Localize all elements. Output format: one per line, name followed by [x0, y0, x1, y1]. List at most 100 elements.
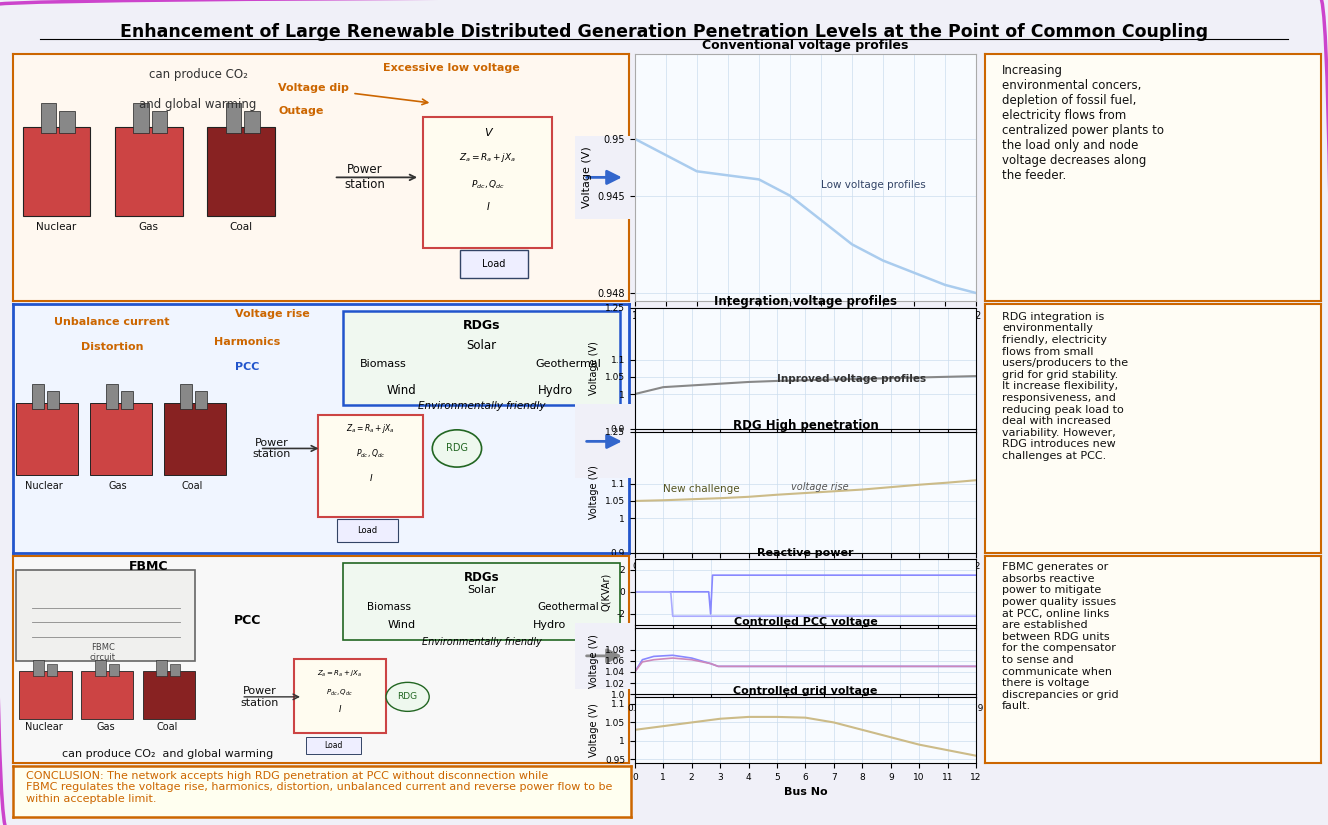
- Text: Coal: Coal: [230, 222, 252, 232]
- Bar: [48, 664, 57, 676]
- Text: Coal: Coal: [157, 722, 178, 732]
- Text: FBMC generates or
absorbs reactive
power to mitigate
power quality issues
at PCC: FBMC generates or absorbs reactive power…: [1003, 563, 1118, 711]
- FancyBboxPatch shape: [16, 569, 195, 661]
- Bar: [41, 103, 56, 133]
- Y-axis label: Voltage (V): Voltage (V): [590, 342, 599, 395]
- FancyBboxPatch shape: [424, 116, 552, 248]
- Text: Wind: Wind: [388, 620, 416, 630]
- Text: Environmentally friendly: Environmentally friendly: [418, 401, 546, 412]
- Title: Controlled grid voltage: Controlled grid voltage: [733, 686, 878, 695]
- FancyBboxPatch shape: [459, 251, 527, 277]
- Text: PCC: PCC: [234, 614, 262, 627]
- Title: Reactive power: Reactive power: [757, 548, 854, 558]
- Bar: [133, 103, 149, 133]
- FancyBboxPatch shape: [207, 127, 275, 215]
- FancyBboxPatch shape: [20, 671, 72, 719]
- Bar: [32, 384, 44, 408]
- Bar: [226, 103, 242, 133]
- Text: Nuclear: Nuclear: [25, 722, 62, 732]
- Bar: [151, 111, 167, 133]
- Text: Enhancement of Large Renewable Distributed Generation Penetration Levels at the : Enhancement of Large Renewable Distribut…: [120, 23, 1208, 41]
- Text: Power
station: Power station: [344, 163, 385, 191]
- Y-axis label: Voltage (V): Voltage (V): [582, 147, 592, 208]
- Bar: [195, 391, 207, 408]
- Bar: [48, 391, 60, 408]
- Title: Controlled PCC voltage: Controlled PCC voltage: [733, 617, 878, 627]
- Text: Unbalance current: Unbalance current: [54, 317, 170, 327]
- Text: can produce CO₂: can produce CO₂: [149, 68, 247, 82]
- Text: voltage rise: voltage rise: [791, 482, 849, 492]
- Text: Solar: Solar: [466, 339, 497, 352]
- X-axis label: Bus no: Bus no: [785, 327, 826, 337]
- Text: Solar: Solar: [467, 585, 495, 595]
- Text: $Z_a = R_a + jX_a$: $Z_a = R_a + jX_a$: [459, 151, 517, 164]
- Text: Nuclear: Nuclear: [25, 481, 62, 491]
- Text: Load: Load: [324, 741, 343, 750]
- Text: Wind: Wind: [386, 384, 417, 397]
- Text: Environmentally friendly: Environmentally friendly: [422, 637, 542, 647]
- Text: Voltage rise: Voltage rise: [235, 309, 309, 319]
- Text: Gas: Gas: [97, 722, 116, 732]
- Y-axis label: Voltage (V): Voltage (V): [590, 465, 599, 519]
- Text: Coal: Coal: [182, 481, 203, 491]
- Text: Power
station: Power station: [240, 686, 279, 708]
- FancyBboxPatch shape: [116, 127, 183, 215]
- FancyBboxPatch shape: [337, 519, 398, 541]
- FancyBboxPatch shape: [305, 738, 361, 754]
- Ellipse shape: [433, 430, 482, 467]
- Text: Gas: Gas: [109, 481, 127, 491]
- Text: Hydro: Hydro: [533, 620, 566, 630]
- Bar: [157, 660, 167, 676]
- Text: Biomass: Biomass: [360, 359, 406, 369]
- Text: Load: Load: [482, 259, 506, 269]
- FancyBboxPatch shape: [343, 563, 620, 640]
- FancyBboxPatch shape: [165, 403, 226, 474]
- Text: FBMC
circuit: FBMC circuit: [89, 643, 116, 662]
- Text: Load: Load: [357, 526, 377, 535]
- Text: Biomass: Biomass: [367, 601, 412, 611]
- Text: Inproved voltage profiles: Inproved voltage profiles: [777, 374, 926, 384]
- Text: $P_{dc}, Q_{dc}$: $P_{dc}, Q_{dc}$: [356, 447, 385, 460]
- Text: PCC: PCC: [235, 361, 259, 371]
- Text: and global warming: and global warming: [139, 98, 256, 111]
- Title: Integration voltage profiles: Integration voltage profiles: [714, 295, 896, 308]
- Text: can produce CO₂  and global warming: can produce CO₂ and global warming: [61, 748, 274, 759]
- Text: Gas: Gas: [139, 222, 159, 232]
- Bar: [244, 111, 260, 133]
- Bar: [121, 391, 133, 408]
- Text: RDGs: RDGs: [463, 571, 499, 583]
- FancyBboxPatch shape: [343, 311, 620, 405]
- X-axis label: Bus No: Bus No: [784, 787, 827, 798]
- Text: I: I: [486, 202, 489, 212]
- Bar: [33, 660, 44, 676]
- Text: CONCLUSION: The network accepts high RDG penetration at PCC without disconnectio: CONCLUSION: The network accepts high RDG…: [25, 771, 612, 804]
- Text: Outage: Outage: [279, 106, 324, 116]
- Bar: [170, 664, 181, 676]
- FancyBboxPatch shape: [293, 658, 386, 733]
- Text: Distortion: Distortion: [81, 342, 143, 351]
- Text: Increasing
environmental concers,
depletion of fossil fuel,
electricity flows fr: Increasing environmental concers, deplet…: [1003, 64, 1165, 182]
- X-axis label: Time (s): Time (s): [786, 719, 825, 728]
- Text: $Z_a = R_a + jX_a$: $Z_a = R_a + jX_a$: [347, 422, 394, 435]
- FancyBboxPatch shape: [23, 127, 90, 215]
- Text: Excessive low voltage: Excessive low voltage: [382, 64, 519, 73]
- Bar: [179, 384, 193, 408]
- Text: RDG integration is
environmentally
friendly, electricity
flows from small
users/: RDG integration is environmentally frien…: [1003, 312, 1129, 461]
- Text: Nuclear: Nuclear: [36, 222, 77, 232]
- Y-axis label: Voltage (V): Voltage (V): [590, 634, 599, 688]
- Text: I: I: [369, 474, 372, 483]
- Ellipse shape: [386, 682, 429, 711]
- Bar: [109, 664, 118, 676]
- FancyBboxPatch shape: [142, 671, 195, 719]
- Text: RDG: RDG: [397, 692, 418, 701]
- Text: RDG: RDG: [446, 444, 467, 454]
- Text: FBMC: FBMC: [129, 560, 169, 573]
- Bar: [60, 111, 74, 133]
- FancyBboxPatch shape: [90, 403, 151, 474]
- Text: Geothermal: Geothermal: [535, 359, 600, 369]
- FancyBboxPatch shape: [81, 671, 133, 719]
- Title: RDG High penetration: RDG High penetration: [733, 419, 878, 431]
- Text: $P_{dc}, Q_{dc}$: $P_{dc}, Q_{dc}$: [470, 178, 505, 191]
- Bar: [106, 384, 118, 408]
- Text: Voltage dip: Voltage dip: [279, 83, 349, 93]
